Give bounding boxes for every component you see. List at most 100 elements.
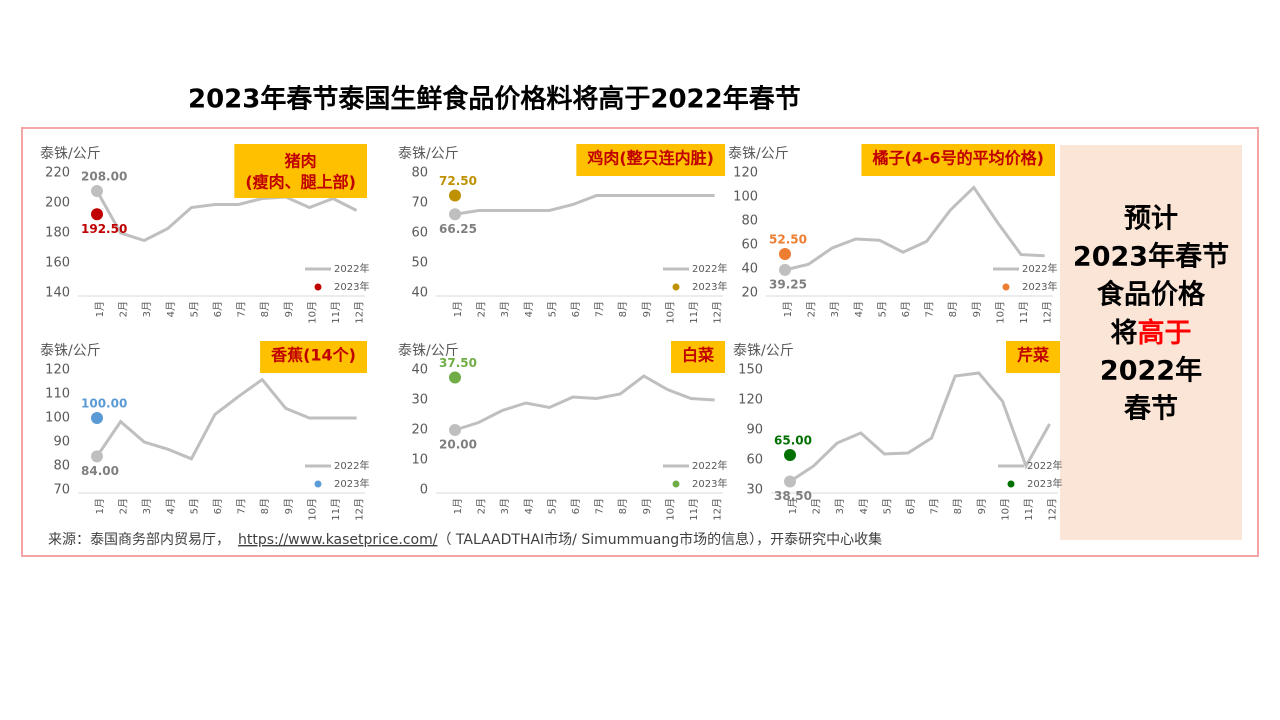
x-tick-label: 5月 bbox=[188, 498, 200, 514]
y-axis-unit: 泰铢/公斤 bbox=[40, 146, 101, 162]
point bbox=[91, 450, 103, 463]
data-label: 84.00 bbox=[81, 464, 119, 478]
line-chart: 泰铢/公斤 140 160 180 200 220 1月 2月 3月 4月 5月 6月 7月 8月 9月 10… bbox=[40, 144, 369, 324]
source-suffix: （ TALAADTHAI市场/ Simummuang市场的信息），开泰研究中心收… bbox=[437, 531, 882, 548]
data-label: 38.50 bbox=[774, 489, 812, 503]
source-link[interactable]: https://www.kasetprice.com/ bbox=[238, 532, 438, 548]
chart-title-box bbox=[670, 341, 725, 373]
data-label: 65.00 bbox=[774, 434, 812, 448]
summary-line: 预计 bbox=[1124, 204, 1178, 235]
line-chart: 泰铢/公斤 30 60 90 120 150 1月 2月 3月 4月 5月 6月 7月 8月 9月 10月 11… bbox=[733, 341, 1062, 521]
x-tick-label: 2月 bbox=[118, 498, 130, 514]
chart-title: 香蕉(14个) bbox=[270, 346, 356, 365]
chart-title-box bbox=[1005, 341, 1060, 373]
x-tick-label: 11月 bbox=[1018, 301, 1030, 324]
x-tick-label: 9月 bbox=[971, 301, 983, 317]
summary-line: 食品价格 bbox=[1097, 279, 1206, 311]
legend-label: 2023年 bbox=[692, 280, 727, 293]
x-tick-label: 6月 bbox=[905, 498, 917, 514]
x-tick-label: 11月 bbox=[688, 301, 700, 324]
y-tick-label: 70 bbox=[53, 483, 70, 498]
y-tick-label: 180 bbox=[45, 226, 70, 241]
x-tick-label: 6月 bbox=[570, 301, 582, 317]
legend-label: 2022年 bbox=[1022, 262, 1057, 275]
x-tick-label: 4月 bbox=[165, 498, 177, 514]
x-tick-label: 10月 bbox=[664, 498, 676, 521]
x-tick-label: 3月 bbox=[834, 498, 846, 514]
point bbox=[779, 263, 791, 276]
y-axis-unit: 泰铢/公斤 bbox=[398, 343, 459, 359]
y-tick-label: 200 bbox=[45, 196, 70, 211]
x-tick-label: 4月 bbox=[523, 498, 535, 514]
y-tick-label: 120 bbox=[738, 393, 763, 408]
x-tick-label: 1月 bbox=[452, 301, 464, 317]
x-tick-label: 4月 bbox=[165, 301, 177, 317]
series-line bbox=[784, 185, 1045, 272]
x-tick-label: 7月 bbox=[236, 498, 248, 514]
x-tick-label: 12月 bbox=[1042, 301, 1054, 324]
y-tick-label: 30 bbox=[746, 483, 763, 498]
x-tick-label: 8月 bbox=[617, 498, 629, 514]
y-tick-label: 60 bbox=[411, 226, 428, 241]
x-tick-label: 7月 bbox=[594, 498, 606, 514]
y-tick-label: 160 bbox=[45, 256, 70, 271]
data-label: 20.00 bbox=[439, 438, 477, 452]
chart-title: 橘子(4-6号的平均价格) bbox=[871, 149, 1044, 168]
series-line bbox=[454, 374, 715, 432]
slide-title: 2023年春节泰国生鲜食品价格料将高于2022年春节 bbox=[188, 84, 801, 115]
legend-label: 2023年 bbox=[1022, 280, 1057, 293]
y-tick-label: 80 bbox=[53, 459, 70, 474]
chart-title: (瘦肉、腿上部) bbox=[245, 173, 356, 192]
x-tick-label: 7月 bbox=[594, 301, 606, 317]
y-tick-label: 120 bbox=[733, 166, 758, 181]
data-label: 66.25 bbox=[439, 222, 477, 236]
y-tick-label: 50 bbox=[411, 256, 428, 271]
x-tick-label: 3月 bbox=[141, 498, 153, 514]
point bbox=[449, 189, 461, 202]
y-tick-label: 10 bbox=[411, 453, 428, 468]
series-line bbox=[95, 190, 358, 243]
y-tick-label: 20 bbox=[411, 423, 428, 438]
chart-title: 芹菜 bbox=[1017, 346, 1049, 365]
data-label: 72.50 bbox=[439, 174, 477, 188]
legend-label: 2023年 bbox=[1027, 477, 1062, 490]
y-axis-unit: 泰铢/公斤 bbox=[733, 343, 794, 359]
chart-title: 白菜 bbox=[682, 346, 714, 365]
point bbox=[449, 208, 461, 221]
legend-swatch bbox=[314, 283, 322, 291]
x-tick-label: 2月 bbox=[476, 301, 488, 317]
legend-swatch bbox=[1002, 283, 1010, 291]
x-tick-label: 10月 bbox=[664, 301, 676, 324]
x-tick-label: 10月 bbox=[999, 498, 1011, 521]
point bbox=[91, 208, 103, 221]
x-tick-label: 5月 bbox=[546, 498, 558, 514]
y-tick-label: 40 bbox=[741, 262, 758, 277]
legend-label: 2022年 bbox=[334, 262, 369, 275]
x-tick-label: 11月 bbox=[330, 301, 342, 324]
x-tick-label: 5月 bbox=[881, 498, 893, 514]
series-line bbox=[789, 371, 1051, 483]
x-tick-label: 11月 bbox=[1023, 498, 1035, 521]
x-tick-label: 10月 bbox=[994, 301, 1006, 324]
y-tick-label: 30 bbox=[411, 393, 428, 408]
x-tick-label: 8月 bbox=[947, 301, 959, 317]
y-tick-label: 40 bbox=[411, 286, 428, 301]
x-tick-label: 3月 bbox=[829, 301, 841, 317]
x-tick-label: 6月 bbox=[212, 301, 224, 317]
y-tick-label: 70 bbox=[411, 196, 428, 211]
point bbox=[779, 248, 791, 260]
x-tick-label: 3月 bbox=[499, 301, 511, 317]
y-tick-label: 100 bbox=[733, 190, 758, 205]
y-tick-label: 90 bbox=[53, 435, 70, 450]
chart-title-box bbox=[861, 144, 1055, 176]
x-tick-label: 11月 bbox=[688, 498, 700, 521]
x-tick-label: 10月 bbox=[306, 301, 318, 324]
x-tick-label: 1月 bbox=[452, 498, 464, 514]
data-label: 52.50 bbox=[769, 233, 807, 247]
line-chart: 泰铢/公斤 40 50 60 70 80 1月 2月 3月 4月 5月 6月 7月 8月 9月 10月 11月 1… bbox=[398, 144, 727, 324]
y-axis-unit: 泰铢/公斤 bbox=[728, 146, 789, 162]
data-label: 39.25 bbox=[769, 277, 807, 291]
point bbox=[449, 371, 461, 384]
data-label: 192.50 bbox=[81, 222, 127, 236]
